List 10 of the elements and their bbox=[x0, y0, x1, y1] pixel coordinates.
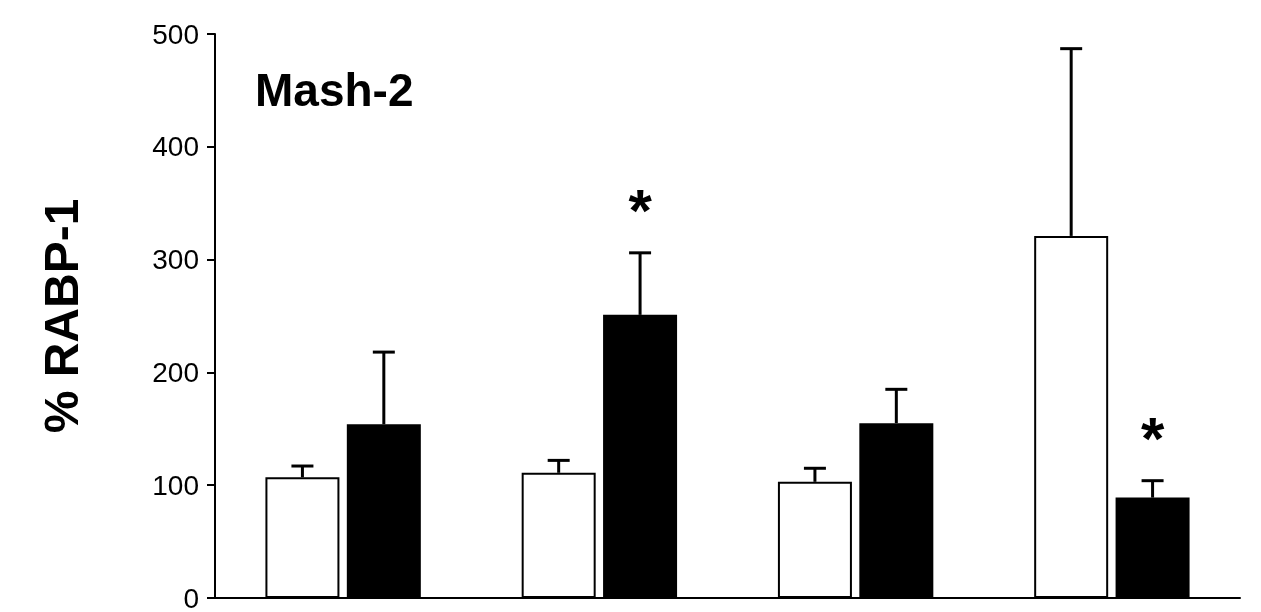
y-tick-label: 0 bbox=[183, 582, 199, 612]
y-tick-label: 400 bbox=[152, 131, 199, 163]
y-tick-label: 100 bbox=[152, 469, 199, 501]
y-tick-label: 300 bbox=[152, 244, 199, 276]
y-axis-title: % RABP-1 bbox=[34, 198, 88, 434]
y-tick-label: 500 bbox=[152, 18, 199, 50]
data-label: * bbox=[1140, 405, 1165, 473]
y-tick-label: 200 bbox=[152, 356, 199, 388]
data-label: * bbox=[628, 177, 653, 245]
text: Mash-2 bbox=[255, 64, 414, 116]
